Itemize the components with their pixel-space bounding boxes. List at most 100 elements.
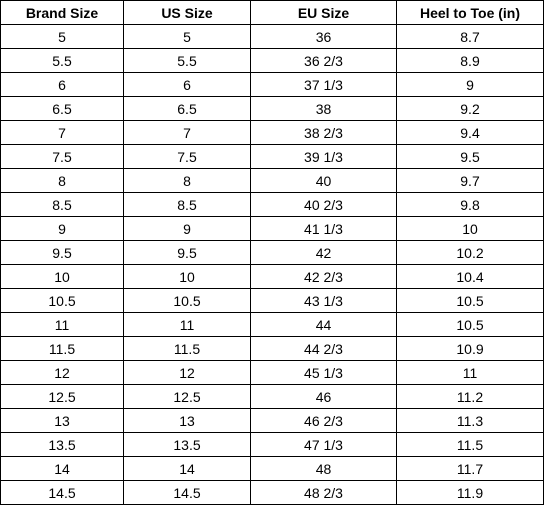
us-size-cell: 9 [123,216,251,241]
eu-size-cell: 48 2/3 [250,480,397,505]
heel-to-toe-cell: 10.5 [396,288,544,313]
table-row: 7.5 7.5 39 1/3 9.5 [0,144,544,169]
table-row: 10 10 42 2/3 10.4 [0,264,544,289]
us-size-cell: 13 [123,408,251,433]
us-size-cell: 14 [123,456,251,481]
table-row: 12 12 45 1/3 11 [0,360,544,385]
table-row: 14.5 14.5 48 2/3 11.9 [0,480,544,505]
brand-size-cell: 6 [0,72,124,97]
heel-to-toe-cell: 10.4 [396,264,544,289]
eu-size-cell: 47 1/3 [250,432,397,457]
us-size-cell: 6 [123,72,251,97]
table-row: 14 14 48 11.7 [0,456,544,481]
heel-to-toe-cell: 9.5 [396,144,544,169]
brand-size-cell: 10.5 [0,288,124,313]
heel-to-toe-cell: 10.2 [396,240,544,265]
table-header: Brand Size US Size EU Size Heel to Toe (… [0,0,544,25]
header-brand-size: Brand Size [0,0,124,25]
brand-size-cell: 5.5 [0,48,124,73]
heel-to-toe-cell: 9 [396,72,544,97]
eu-size-cell: 42 2/3 [250,264,397,289]
us-size-cell: 7.5 [123,144,251,169]
table-body: 5 5 36 8.7 5.5 5.5 36 2/3 8.9 6 6 37 1/3 9 6.5 6.5 38 9… [0,24,544,505]
heel-to-toe-cell: 11.3 [396,408,544,433]
eu-size-cell: 43 1/3 [250,288,397,313]
header-row: Brand Size US Size EU Size Heel to Toe (… [0,0,544,25]
us-size-cell: 10 [123,264,251,289]
header-heel-to-toe: Heel to Toe (in) [396,0,544,25]
header-eu-size: EU Size [250,0,397,25]
heel-to-toe-cell: 9.4 [396,120,544,145]
brand-size-cell: 14 [0,456,124,481]
table-row: 11 11 44 10.5 [0,312,544,337]
table-row: 7 7 38 2/3 9.4 [0,120,544,145]
brand-size-cell: 14.5 [0,480,124,505]
table-row: 8 8 40 9.7 [0,168,544,193]
brand-size-cell: 9.5 [0,240,124,265]
brand-size-cell: 7 [0,120,124,145]
eu-size-cell: 38 [250,96,397,121]
heel-to-toe-cell: 10.9 [396,336,544,361]
brand-size-cell: 8 [0,168,124,193]
heel-to-toe-cell: 8.7 [396,24,544,49]
heel-to-toe-cell: 10 [396,216,544,241]
brand-size-cell: 7.5 [0,144,124,169]
table-row: 6.5 6.5 38 9.2 [0,96,544,121]
brand-size-cell: 6.5 [0,96,124,121]
us-size-cell: 6.5 [123,96,251,121]
brand-size-cell: 12.5 [0,384,124,409]
us-size-cell: 8.5 [123,192,251,217]
us-size-cell: 9.5 [123,240,251,265]
us-size-cell: 7 [123,120,251,145]
table-row: 12.5 12.5 46 11.2 [0,384,544,409]
us-size-cell: 5.5 [123,48,251,73]
heel-to-toe-cell: 11.9 [396,480,544,505]
eu-size-cell: 36 [250,24,397,49]
us-size-cell: 14.5 [123,480,251,505]
eu-size-cell: 36 2/3 [250,48,397,73]
brand-size-cell: 5 [0,24,124,49]
header-us-size: US Size [123,0,251,25]
eu-size-cell: 46 2/3 [250,408,397,433]
table-row: 9.5 9.5 42 10.2 [0,240,544,265]
eu-size-cell: 45 1/3 [250,360,397,385]
heel-to-toe-cell: 11.7 [396,456,544,481]
eu-size-cell: 44 2/3 [250,336,397,361]
eu-size-cell: 37 1/3 [250,72,397,97]
eu-size-cell: 38 2/3 [250,120,397,145]
brand-size-cell: 13.5 [0,432,124,457]
table-row: 5.5 5.5 36 2/3 8.9 [0,48,544,73]
eu-size-cell: 40 2/3 [250,192,397,217]
eu-size-cell: 48 [250,456,397,481]
brand-size-cell: 11 [0,312,124,337]
heel-to-toe-cell: 11.2 [396,384,544,409]
heel-to-toe-cell: 9.8 [396,192,544,217]
heel-to-toe-cell: 9.2 [396,96,544,121]
brand-size-cell: 13 [0,408,124,433]
table-row: 6 6 37 1/3 9 [0,72,544,97]
us-size-cell: 13.5 [123,432,251,457]
brand-size-cell: 12 [0,360,124,385]
table-row: 8.5 8.5 40 2/3 9.8 [0,192,544,217]
us-size-cell: 12.5 [123,384,251,409]
eu-size-cell: 41 1/3 [250,216,397,241]
brand-size-cell: 9 [0,216,124,241]
us-size-cell: 11 [123,312,251,337]
us-size-cell: 5 [123,24,251,49]
heel-to-toe-cell: 11 [396,360,544,385]
brand-size-cell: 11.5 [0,336,124,361]
eu-size-cell: 44 [250,312,397,337]
eu-size-cell: 42 [250,240,397,265]
table-row: 13 13 46 2/3 11.3 [0,408,544,433]
eu-size-cell: 40 [250,168,397,193]
table-row: 5 5 36 8.7 [0,24,544,49]
table-row: 10.5 10.5 43 1/3 10.5 [0,288,544,313]
brand-size-cell: 10 [0,264,124,289]
eu-size-cell: 46 [250,384,397,409]
us-size-cell: 12 [123,360,251,385]
us-size-cell: 8 [123,168,251,193]
us-size-cell: 11.5 [123,336,251,361]
table-row: 13.5 13.5 47 1/3 11.5 [0,432,544,457]
heel-to-toe-cell: 9.7 [396,168,544,193]
